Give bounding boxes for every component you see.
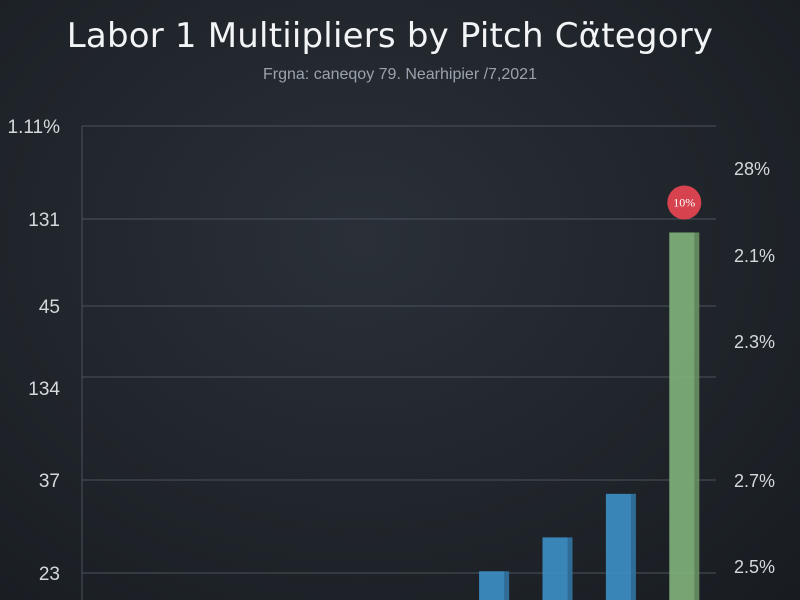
y-tick-label-left: 1.11% — [8, 117, 61, 138]
bar-shade — [567, 537, 573, 600]
y-tick-label-left: 131 — [28, 210, 60, 231]
bar-shade — [504, 571, 510, 600]
highlight-badge-label: 10% — [673, 195, 695, 209]
y-tick-label-left: 23 — [39, 564, 60, 585]
y-tick-label-left: 37 — [39, 471, 60, 492]
y-tick-label-right: 2.3% — [734, 332, 775, 352]
y-tick-label-right: 28% — [734, 159, 770, 179]
bar — [605, 493, 636, 600]
y-tick-label-left: 45 — [39, 297, 60, 318]
chart-subtitle: Frgna: caneqoy 79. Nearhipier /7,2021 — [263, 66, 537, 83]
bar-shade — [694, 232, 700, 600]
bar-shade — [630, 493, 636, 600]
bar — [669, 232, 700, 600]
chart-title: Labor 1 Multiipliers by Pitch Cα̈tegory — [66, 16, 714, 56]
bar — [479, 571, 510, 600]
y-tick-label-right: 2.1% — [734, 246, 775, 266]
y-tick-label-right: 2.7% — [734, 471, 775, 491]
y-tick-label-right: 2.5% — [734, 557, 775, 577]
y-tick-label-left: 134 — [28, 379, 60, 400]
bar — [542, 537, 573, 600]
highlight-badge — [667, 185, 702, 220]
